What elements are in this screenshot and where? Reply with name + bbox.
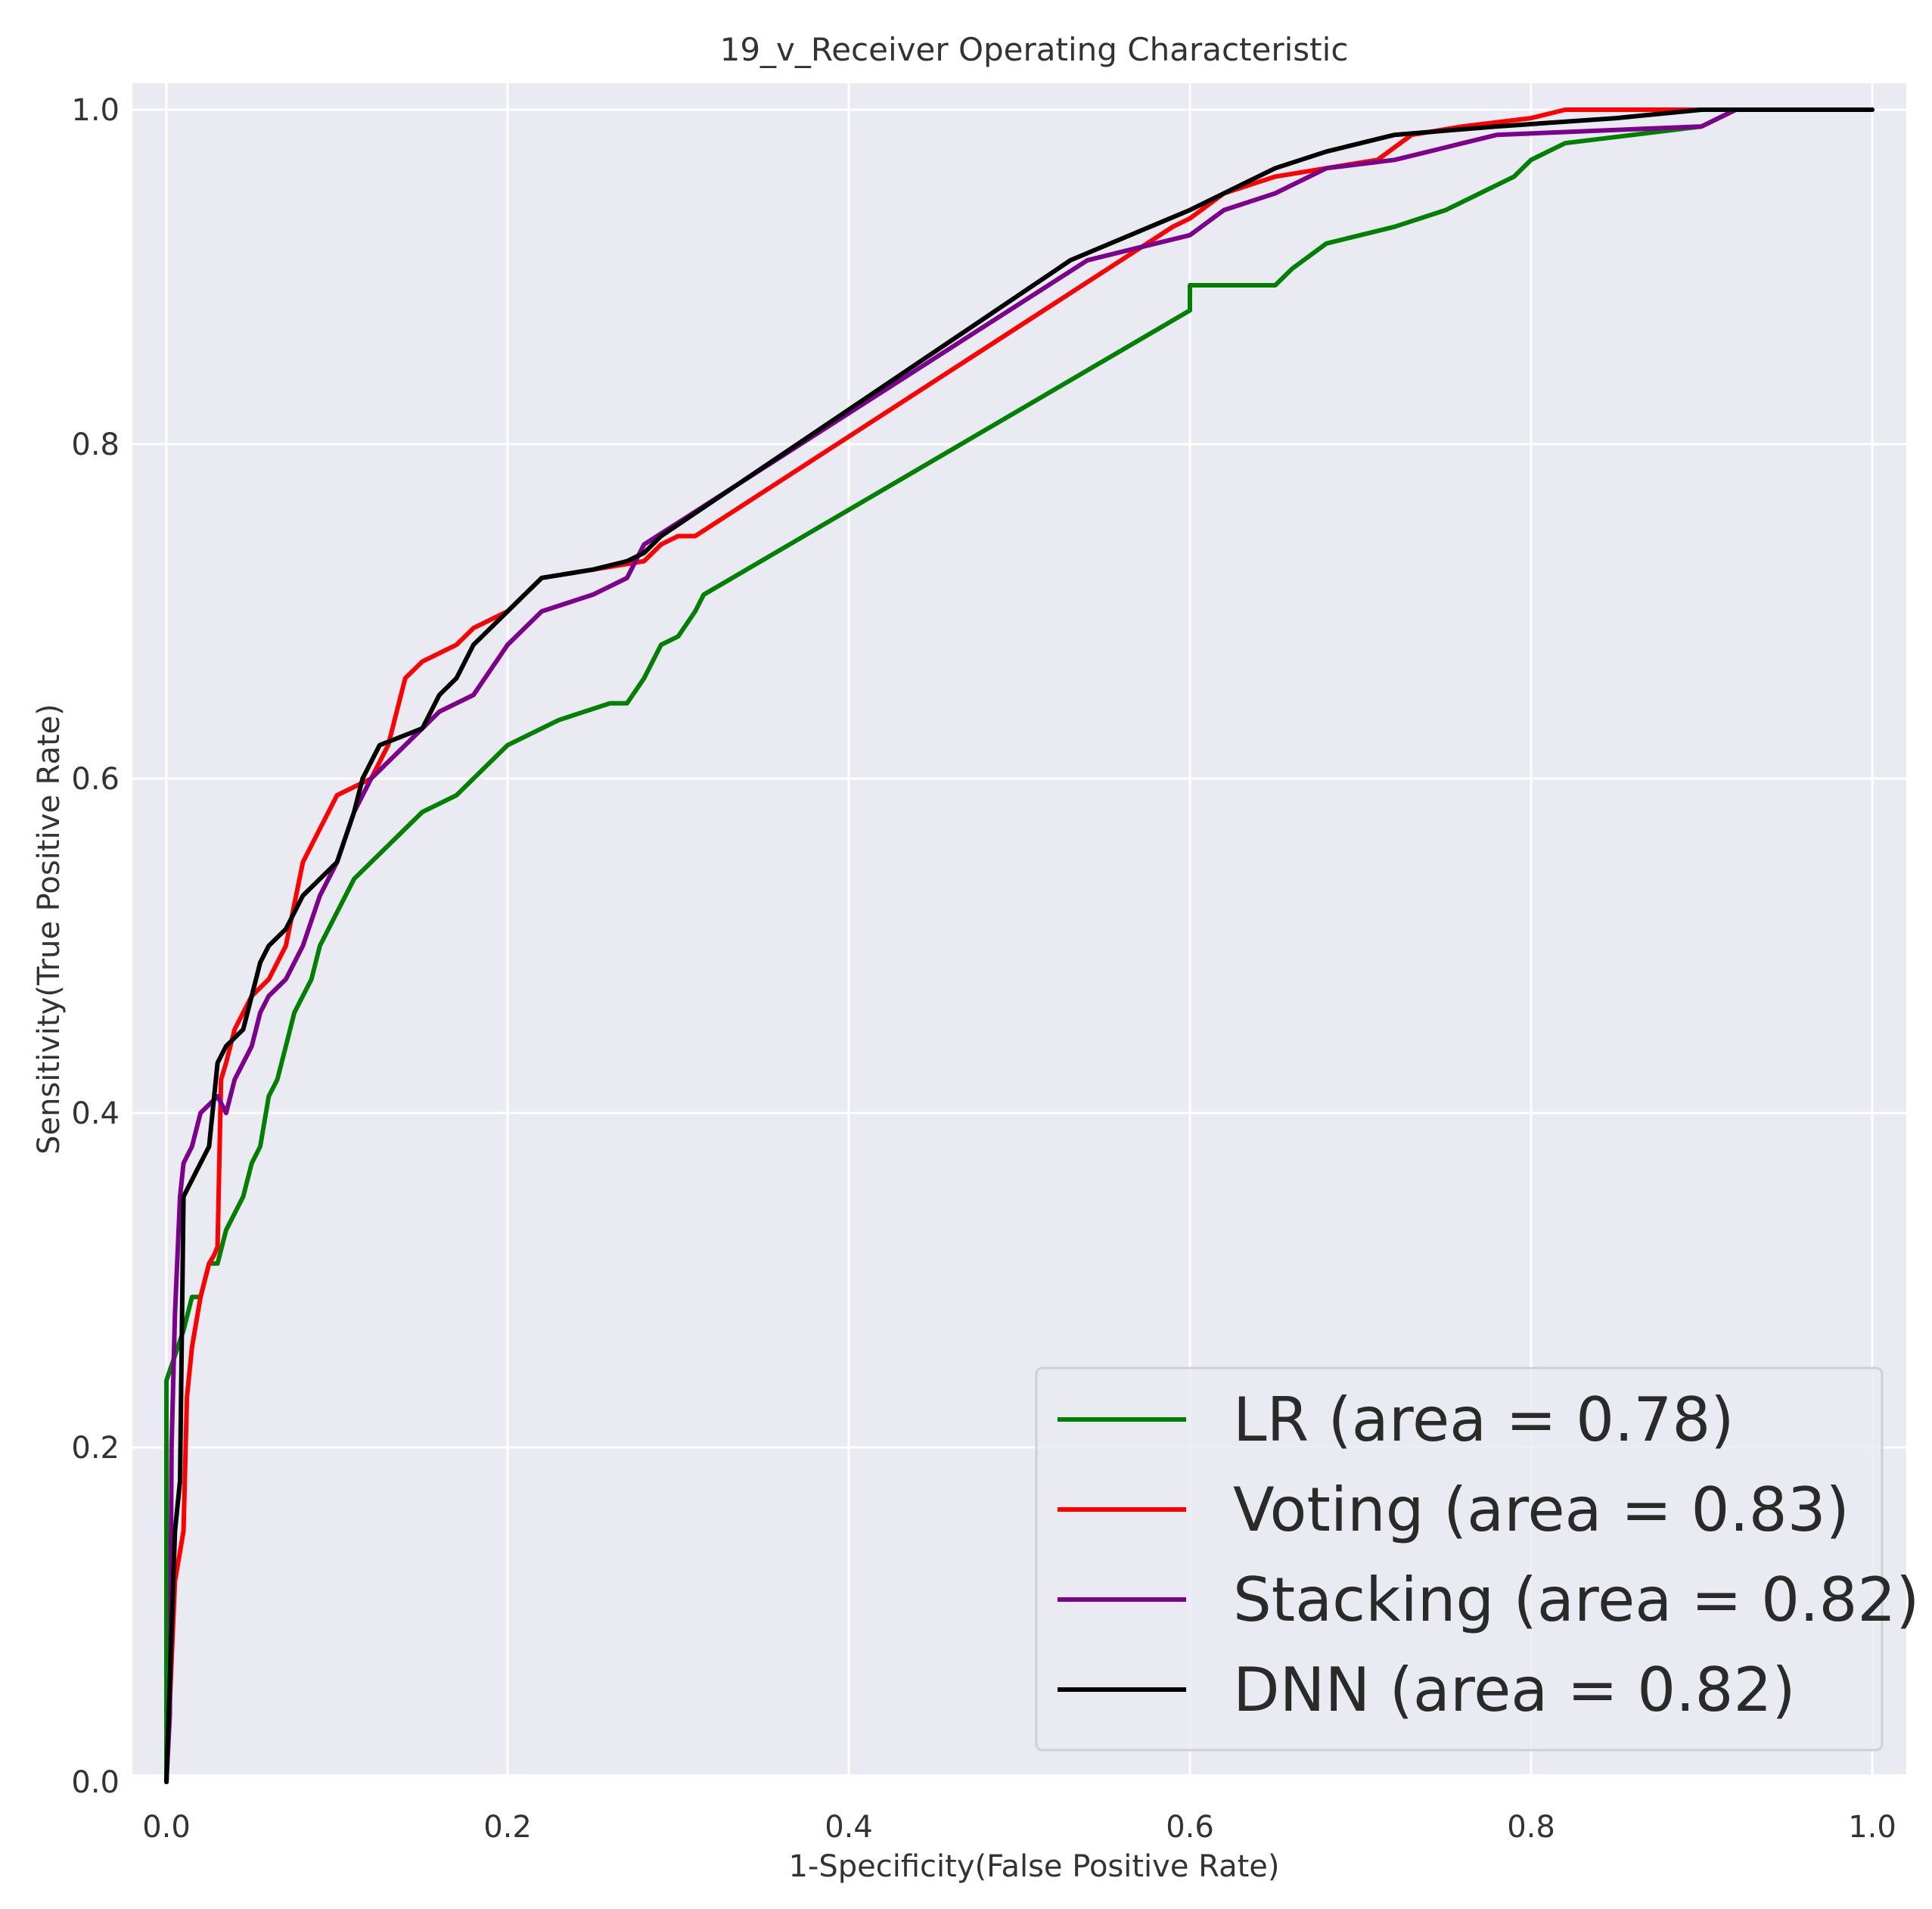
x-tick-label: 0.6: [1166, 1810, 1214, 1845]
x-tick-label: 1.0: [1848, 1810, 1896, 1845]
chart-title: 19_v_Receiver Operating Characteristic: [720, 31, 1349, 68]
legend-label-stacking: Stacking (area = 0.82): [1233, 1565, 1919, 1635]
legend-box: [1035, 1366, 1884, 1752]
legend-entries: LR (area = 0.78) Voting (area = 0.83) Stac…: [1058, 1385, 1919, 1725]
x-axis-label: 1-Specificity(False Positive Rate): [788, 1849, 1279, 1884]
y-tick-label: 1.0: [71, 93, 120, 128]
series-line-stacking: [164, 107, 1875, 1784]
series-line-lr: [164, 107, 1875, 1784]
series-lines: [164, 107, 1875, 1784]
y-axis-ticks: 0.0 0.2 0.4 0.6 0.8 1.0: [71, 93, 120, 1800]
series-line-dnn: [164, 107, 1875, 1784]
legend-label-lr: LR (area = 0.78): [1233, 1385, 1734, 1455]
x-tick-label: 0.4: [825, 1810, 873, 1845]
x-tick-label: 0.0: [142, 1810, 191, 1845]
series-line-voting: [164, 107, 1875, 1784]
x-tick-label: 0.2: [483, 1810, 532, 1845]
y-tick-label: 0.4: [71, 1096, 120, 1131]
x-axis-ticks: 0.0 0.2 0.4 0.6 0.8 1.0: [142, 1810, 1896, 1845]
y-tick-label: 0.2: [71, 1431, 120, 1466]
y-tick-label: 0.8: [71, 428, 120, 462]
legend-label-dnn: DNN (area = 0.82): [1233, 1655, 1796, 1725]
y-axis-label: Sensitivity(True Positive Rate): [32, 704, 67, 1155]
legend: LR (area = 0.78) Voting (area = 0.83) Stac…: [1035, 1366, 1919, 1752]
legend-label-voting: Voting (area = 0.83): [1233, 1475, 1850, 1545]
y-tick-label: 0.6: [71, 762, 120, 797]
y-tick-label: 0.0: [71, 1765, 120, 1800]
x-tick-label: 0.8: [1507, 1810, 1555, 1845]
